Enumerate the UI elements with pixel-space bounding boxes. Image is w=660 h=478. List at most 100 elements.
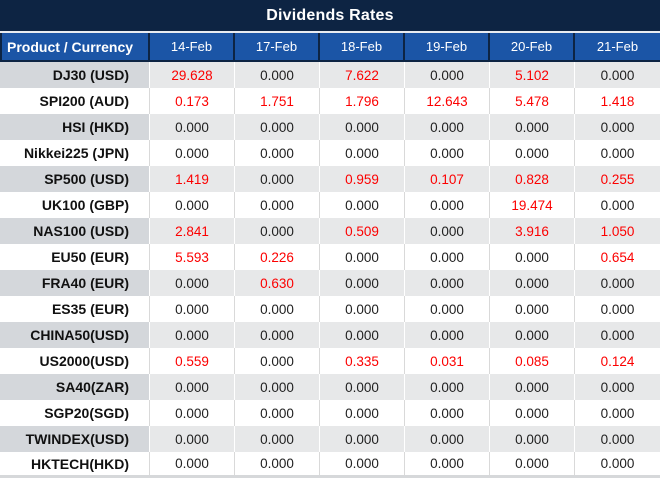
rate-cell: 0.000 xyxy=(235,114,320,140)
rate-cell: 0.000 xyxy=(150,296,235,322)
rate-cell: 0.000 xyxy=(235,426,320,452)
rate-cell: 1.796 xyxy=(320,88,405,114)
rate-cell: 0.226 xyxy=(235,244,320,270)
rate-cell: 0.000 xyxy=(320,296,405,322)
product-label-cell: HKTECH(HKD) xyxy=(0,452,150,475)
rate-cell: 0.000 xyxy=(320,374,405,400)
col-header-date: 20-Feb xyxy=(490,33,575,60)
rate-cell: 0.000 xyxy=(405,270,490,296)
rate-cell: 0.000 xyxy=(235,348,320,374)
rate-cell: 3.916 xyxy=(490,218,575,244)
rate-cell: 0.000 xyxy=(405,426,490,452)
product-label-cell: CHINA50(USD) xyxy=(0,322,150,348)
rate-cell: 0.000 xyxy=(150,452,235,475)
title-bar: Dividends Rates xyxy=(0,0,660,31)
rate-cell: 0.000 xyxy=(575,322,660,348)
rate-cell: 0.000 xyxy=(490,426,575,452)
table-row: Nikkei225 (JPN) 0.000 0.000 0.000 0.000 0.000… xyxy=(0,140,660,166)
rate-cell: 0.000 xyxy=(320,322,405,348)
table-row: SPI200 (AUD) 0.173 1.751 1.796 12.643 5.478 1.… xyxy=(0,88,660,114)
col-header-date: 18-Feb xyxy=(320,33,405,60)
title-separator xyxy=(0,31,660,33)
rate-cell: 0.000 xyxy=(490,374,575,400)
rate-cell: 0.000 xyxy=(405,400,490,426)
rate-cell: 0.000 xyxy=(575,374,660,400)
rate-cell: 0.000 xyxy=(235,400,320,426)
rate-cell: 0.000 xyxy=(405,62,490,88)
rate-cell: 0.000 xyxy=(320,452,405,475)
rate-cell: 1.418 xyxy=(575,88,660,114)
rate-cell: 0.000 xyxy=(150,322,235,348)
rate-cell: 0.000 xyxy=(490,322,575,348)
rate-cell: 0.000 xyxy=(575,296,660,322)
rate-cell: 0.000 xyxy=(405,374,490,400)
rate-cell: 0.000 xyxy=(235,192,320,218)
rate-cell: 0.000 xyxy=(150,192,235,218)
product-label-cell: SA40(ZAR) xyxy=(0,374,150,400)
rate-cell: 0.509 xyxy=(320,218,405,244)
table-row: NAS100 (USD) 2.841 0.000 0.509 0.000 3.916 1.0… xyxy=(0,218,660,244)
table-row: DJ30 (USD) 29.628 0.000 7.622 0.000 5.102 0.00… xyxy=(0,62,660,88)
rate-cell: 0.000 xyxy=(405,322,490,348)
rate-cell: 0.000 xyxy=(235,218,320,244)
rate-cell: 0.000 xyxy=(575,62,660,88)
rate-cell: 0.000 xyxy=(575,114,660,140)
rate-cell: 0.000 xyxy=(320,114,405,140)
rate-cell: 0.654 xyxy=(575,244,660,270)
product-label-cell: SGP20(SGD) xyxy=(0,400,150,426)
table-row: SA40(ZAR) 0.000 0.000 0.000 0.000 0.000 0.000 xyxy=(0,374,660,400)
rate-cell: 0.000 xyxy=(490,296,575,322)
col-header-date: 19-Feb xyxy=(405,33,490,60)
product-label-cell: SPI200 (AUD) xyxy=(0,88,150,114)
rate-cell: 0.000 xyxy=(405,452,490,475)
rate-cell: 0.107 xyxy=(405,166,490,192)
rate-cell: 0.000 xyxy=(405,192,490,218)
table-row: SP500 (USD) 1.419 0.000 0.959 0.107 0.828 0.25… xyxy=(0,166,660,192)
table-row: FRA40 (EUR) 0.000 0.630 0.000 0.000 0.000 0.00… xyxy=(0,270,660,296)
rate-cell: 0.000 xyxy=(150,140,235,166)
product-label-cell: Nikkei225 (JPN) xyxy=(0,140,150,166)
rate-cell: 5.478 xyxy=(490,88,575,114)
rate-cell: 0.000 xyxy=(405,114,490,140)
page-title: Dividends Rates xyxy=(266,6,394,24)
rate-cell: 0.085 xyxy=(490,348,575,374)
rate-cell: 0.959 xyxy=(320,166,405,192)
col-header-date: 14-Feb xyxy=(150,33,235,60)
rate-cell: 0.000 xyxy=(150,426,235,452)
table-header-row: Product / Currency 14-Feb 17-Feb 18-Feb 19-F… xyxy=(0,33,660,62)
rate-cell: 0.559 xyxy=(150,348,235,374)
rate-cell: 0.000 xyxy=(150,400,235,426)
rate-cell: 0.124 xyxy=(575,348,660,374)
rate-cell: 0.000 xyxy=(490,400,575,426)
rate-cell: 0.000 xyxy=(320,426,405,452)
rate-cell: 1.050 xyxy=(575,218,660,244)
rate-cell: 19.474 xyxy=(490,192,575,218)
rate-cell: 0.000 xyxy=(235,140,320,166)
rate-cell: 0.000 xyxy=(405,218,490,244)
table-row: HSI (HKD) 0.000 0.000 0.000 0.000 0.000 0.000 xyxy=(0,114,660,140)
product-label-cell: UK100 (GBP) xyxy=(0,192,150,218)
rate-cell: 0.000 xyxy=(320,400,405,426)
rate-cell: 0.000 xyxy=(320,244,405,270)
rate-cell: 2.841 xyxy=(150,218,235,244)
rate-cell: 0.000 xyxy=(490,244,575,270)
rate-cell: 0.000 xyxy=(490,452,575,475)
rate-cell: 0.000 xyxy=(235,322,320,348)
table-row: EU50 (EUR) 5.593 0.226 0.000 0.000 0.000 0.654 xyxy=(0,244,660,270)
rate-cell: 0.828 xyxy=(490,166,575,192)
rate-cell: 0.000 xyxy=(235,166,320,192)
rate-cell: 0.000 xyxy=(405,140,490,166)
table-row: US2000(USD) 0.559 0.000 0.335 0.031 0.085 0.12… xyxy=(0,348,660,374)
rate-cell: 0.000 xyxy=(490,270,575,296)
rate-cell: 0.630 xyxy=(235,270,320,296)
product-label-cell: TWINDEX(USD) xyxy=(0,426,150,452)
table-row: ES35 (EUR) 0.000 0.000 0.000 0.000 0.000 0.000 xyxy=(0,296,660,322)
rate-cell: 0.000 xyxy=(575,270,660,296)
rate-cell: 0.000 xyxy=(575,140,660,166)
rate-cell: 0.000 xyxy=(320,192,405,218)
product-label-cell: ES35 (EUR) xyxy=(0,296,150,322)
rate-cell: 0.000 xyxy=(150,270,235,296)
rate-cell: 0.000 xyxy=(320,270,405,296)
table-bottom-strip xyxy=(0,475,660,478)
rate-cell: 0.000 xyxy=(575,452,660,475)
